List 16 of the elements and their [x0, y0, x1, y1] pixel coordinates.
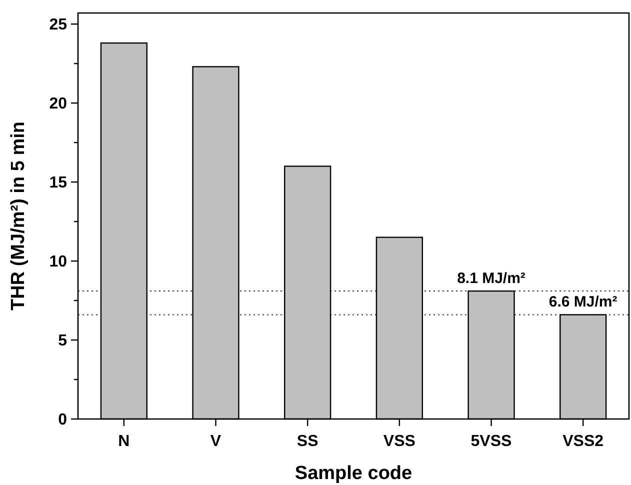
y-tick-label: 10 — [49, 254, 68, 271]
x-tick-label: VSS2 — [562, 433, 604, 450]
x-tick-label: 5VSS — [470, 433, 512, 450]
x-tick-label: N — [118, 433, 130, 450]
x-axis-title: Sample code — [294, 463, 412, 484]
annotation: 6.6 MJ/m² — [548, 294, 618, 311]
y-tick-label: 25 — [49, 16, 68, 34]
y-tick-label: 0 — [58, 412, 68, 429]
x-tick-label: V — [210, 433, 222, 450]
y-tick-label: 15 — [49, 174, 68, 192]
annotation: 8.1 MJ/m² — [457, 270, 526, 288]
x-tick-label: SS — [296, 433, 319, 450]
x-tick-label: VSS — [383, 433, 416, 450]
y-tick-label: 20 — [49, 96, 68, 113]
y-tick-label: 5 — [58, 332, 68, 350]
y-axis-title: THR (MJ/m²) in 5 min — [8, 122, 29, 310]
